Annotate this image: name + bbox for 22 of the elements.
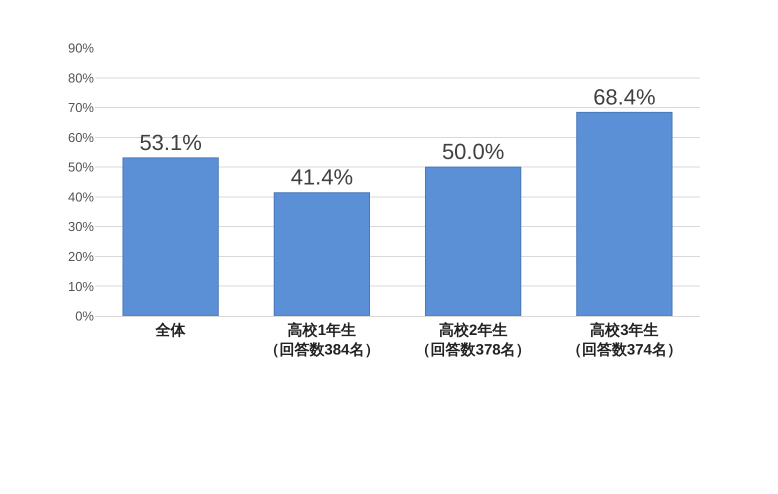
bar — [424, 166, 522, 316]
y-tick-label: 80% — [68, 70, 94, 86]
y-tick-label: 60% — [68, 130, 94, 145]
bar — [122, 157, 219, 316]
y-tick-label: 20% — [68, 248, 94, 264]
data-label: 53.1% — [139, 130, 202, 155]
x-tick-label: 高校1年生（回答数384名） — [264, 321, 380, 358]
y-tick-label: 10% — [68, 278, 94, 294]
y-tick-label: 70% — [68, 100, 94, 116]
data-label: 68.4% — [593, 84, 656, 110]
bar — [576, 112, 673, 316]
data-label: 50.0% — [442, 139, 504, 164]
y-tick-label: 50% — [68, 160, 94, 175]
y-tick-label: 0% — [75, 308, 94, 324]
x-tick-label: 高校3年生（回答数374名） — [566, 321, 682, 358]
y-tick-label: 90% — [68, 40, 94, 56]
x-tick-label: 全体 — [154, 322, 187, 339]
x-tick-label: 高校2年生（回答数378名） — [416, 321, 531, 358]
y-tick-label: 40% — [68, 189, 94, 204]
bar — [274, 192, 370, 316]
y-tick-label: 30% — [68, 219, 94, 234]
data-label: 41.4% — [290, 164, 354, 190]
